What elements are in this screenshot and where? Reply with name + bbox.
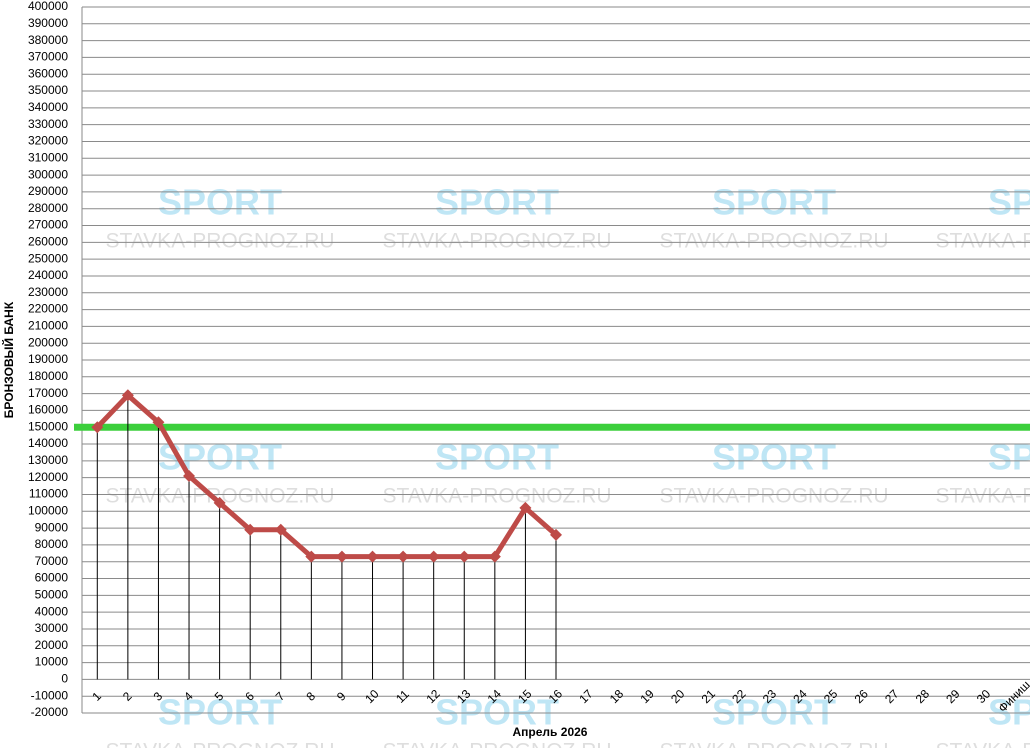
watermark: SPORT [158, 182, 282, 223]
y-tick-label: 40000 [35, 604, 69, 618]
marker [121, 389, 134, 402]
y-tick-label: 280000 [28, 201, 68, 215]
x-tick-label: 27 [882, 687, 902, 707]
watermark: STAVKA-PROGNOZ.RU [105, 230, 334, 253]
y-tick-label: 130000 [28, 453, 68, 467]
x-tick-label: 11 [393, 687, 412, 706]
y-tick-label: 0 [61, 672, 68, 686]
y-tick-label: 200000 [28, 335, 68, 349]
y-tick-label: 330000 [28, 117, 68, 131]
watermark: SPORT [712, 437, 836, 478]
y-tick-label: 80000 [35, 537, 69, 551]
marker [244, 523, 257, 536]
watermark: STAVKA-PROGNOZ.RU [382, 230, 611, 253]
watermark: STAVKA-PROGNOZ.RU [935, 485, 1030, 508]
watermark: STAVKA-PROGNOZ.RU [105, 740, 334, 748]
y-tick-label: 30000 [35, 621, 69, 635]
y-axis-title: БРОНЗОВЫЙ БАНК [1, 301, 16, 418]
watermark: SPORT [435, 692, 559, 733]
marker [152, 416, 165, 429]
y-tick-label: 230000 [28, 285, 68, 299]
marker [427, 550, 440, 563]
y-tick-label: 150000 [28, 419, 68, 433]
watermark: SPORT [158, 692, 282, 733]
y-tick-label: 20000 [35, 638, 69, 652]
y-tick-label: 110000 [29, 487, 68, 501]
y-tick-label: 290000 [28, 184, 68, 198]
y-tick-label: 380000 [28, 33, 68, 47]
y-tick-label: 320000 [28, 134, 68, 148]
y-tick-label: 360000 [28, 66, 68, 80]
x-tick-label: 28 [913, 687, 933, 707]
watermark: SPORT [712, 692, 836, 733]
y-tick-label: 10000 [35, 655, 69, 669]
y-tick-label: 60000 [35, 571, 69, 585]
y-tick-label: -20000 [31, 705, 69, 719]
marker [488, 550, 501, 563]
y-tick-label: 270000 [28, 218, 68, 232]
y-tick-label: 70000 [35, 554, 69, 568]
y-tick-label: 310000 [28, 150, 68, 164]
watermark: STAVKA-PROGNOZ.RU [935, 230, 1030, 253]
watermark: STAVKA-PROGNOZ.RU [935, 740, 1030, 748]
marker [366, 550, 379, 563]
watermark: STAVKA-PROGNOZ.RU [659, 230, 888, 253]
y-tick-label: 210000 [28, 319, 68, 333]
watermark: SPORT [988, 437, 1030, 478]
marker [458, 550, 471, 563]
marker [335, 550, 348, 563]
watermark: SPORT [435, 437, 559, 478]
y-tick-label: 120000 [28, 470, 68, 484]
marker [213, 496, 226, 509]
y-tick-label: 400000 [28, 0, 68, 13]
y-tick-label: 350000 [28, 83, 68, 97]
y-tick-label: 50000 [35, 588, 69, 602]
x-tick-label: 17 [576, 687, 596, 707]
y-tick-label: 250000 [28, 251, 68, 265]
watermark: SPORT [712, 182, 836, 223]
marker [274, 523, 287, 536]
watermark: SPORT [435, 182, 559, 223]
x-tick-label: 26 [852, 687, 872, 707]
x-tick-label: 29 [943, 687, 963, 707]
y-tick-label: 160000 [28, 403, 68, 417]
watermark: STAVKA-PROGNOZ.RU [382, 485, 611, 508]
watermark: STAVKA-PROGNOZ.RU [659, 740, 888, 748]
y-tick-label: 340000 [28, 100, 68, 114]
y-tick-label: 240000 [28, 268, 68, 282]
marker [519, 501, 532, 514]
y-tick-label: 390000 [28, 16, 68, 30]
y-tick-label: 140000 [28, 436, 68, 450]
y-tick-label: 100000 [28, 503, 68, 517]
data-line [95, 392, 558, 560]
y-tick-label: 220000 [28, 302, 68, 316]
marker [550, 528, 562, 541]
marker [183, 469, 196, 482]
watermark: STAVKA-PROGNOZ.RU [105, 485, 334, 508]
y-tick-label: 300000 [28, 167, 68, 181]
marker [397, 550, 410, 563]
y-tick-label: -10000 [31, 688, 69, 702]
x-tick-label: 10 [362, 687, 382, 707]
x-axis-title: Апрель 2026 [513, 725, 588, 739]
y-tick-label: 90000 [35, 520, 69, 534]
watermark: STAVKA-PROGNOZ.RU [659, 485, 888, 508]
marker [91, 421, 104, 434]
x-tick-label: 18 [607, 687, 627, 707]
y-tick-label: 190000 [28, 352, 68, 366]
watermark: STAVKA-PROGNOZ.RU [382, 740, 611, 748]
x-tick-label: 19 [637, 687, 657, 707]
y-tick-label: 170000 [28, 386, 68, 400]
x-tick-label: 20 [668, 687, 688, 707]
watermark: SPORT [988, 692, 1030, 733]
y-tick-label: 370000 [28, 50, 68, 64]
marker [305, 550, 318, 563]
y-tick-label: 260000 [28, 235, 68, 249]
y-tick-label: 180000 [28, 369, 68, 383]
watermark: SPORT [988, 182, 1030, 223]
